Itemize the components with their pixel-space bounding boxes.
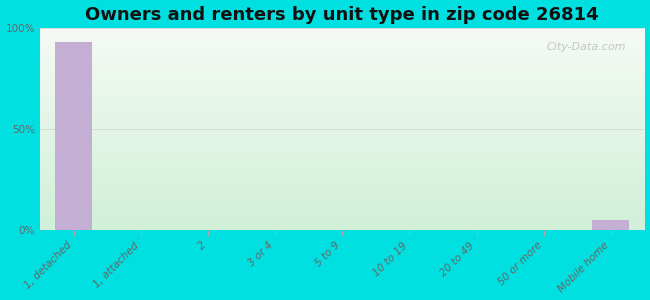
Title: Owners and renters by unit type in zip code 26814: Owners and renters by unit type in zip c… [85, 6, 599, 24]
Text: City-Data.com: City-Data.com [547, 42, 627, 52]
Bar [55, 42, 92, 230]
Bar [592, 220, 629, 230]
